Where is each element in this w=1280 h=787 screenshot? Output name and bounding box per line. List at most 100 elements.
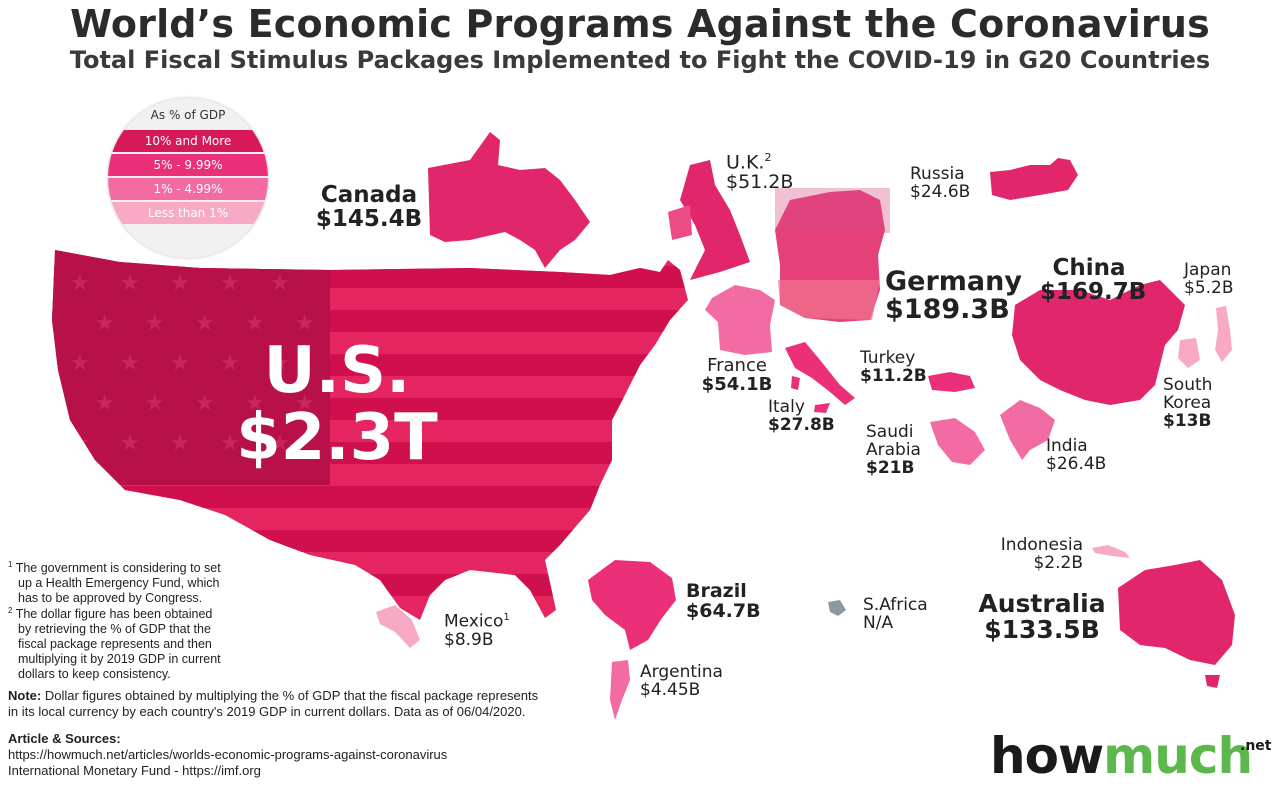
- us-name: U.S.: [263, 334, 411, 408]
- uk-value: $51.2B: [726, 171, 794, 194]
- italy-shape: [785, 342, 855, 405]
- sources: Article & Sources: https://howmuch.net/a…: [8, 731, 447, 779]
- sources-line-1[interactable]: https://howmuch.net/articles/worlds-econ…: [8, 747, 448, 762]
- safrica-name: S.Africa: [863, 595, 928, 615]
- canada-shape: [428, 132, 590, 268]
- indonesia-shape: [1092, 545, 1130, 558]
- footnote-1-line-3: has to be approved by Congress.: [18, 591, 203, 606]
- saudi-name2: Arabia: [866, 439, 921, 460]
- legend-item-10plus: 10% and More: [108, 130, 268, 152]
- label-india: India $26.4B: [1046, 436, 1107, 474]
- label-southkorea: South Korea $13B: [1163, 376, 1212, 431]
- label-germany: Germany $189.3B: [885, 266, 1022, 326]
- usa-shape: ★ ★ ★ ★ ★ ★ ★ ★ ★ ★ ★ ★ ★ ★ ★ ★ ★ ★ ★ ★ ★ ★ ★ ★ ★: [52, 250, 688, 620]
- southkorea-name2: Korea: [1163, 392, 1212, 413]
- mexico-value: $8.9B: [444, 629, 494, 650]
- southkorea-value: $13B: [1163, 410, 1212, 431]
- japan-shape: [1215, 306, 1232, 362]
- footnote-1: 1 The government is considering to set u…: [8, 557, 258, 606]
- label-indonesia: Indonesia $2.2B: [993, 536, 1083, 573]
- legend-item-5to10: 5% - 9.99%: [108, 154, 268, 176]
- australia-shape: [1118, 560, 1235, 665]
- svg-text:★: ★: [220, 270, 240, 295]
- turkey-shape: [928, 372, 975, 392]
- note: Note: Dollar figures obtained by multipl…: [8, 688, 538, 720]
- us-value: $2.3T: [236, 401, 438, 476]
- germany-name: Germany: [885, 266, 1022, 297]
- svg-text:★: ★: [170, 350, 190, 375]
- italy-value: $27.8B: [768, 414, 835, 435]
- australia-name: Australia: [978, 589, 1106, 618]
- india-shape: [1000, 400, 1055, 460]
- sardinia-shape: [791, 376, 800, 390]
- footnote-2-line-4: multiplying it by 2019 GDP in current: [18, 652, 221, 667]
- sources-label: Article & Sources:: [8, 731, 121, 746]
- logo-part-much: much: [1103, 727, 1253, 785]
- label-italy: Italy $27.8B: [768, 398, 835, 435]
- sources-line-2[interactable]: International Monetary Fund - https://im…: [8, 763, 261, 778]
- saudi-value: $21B: [866, 457, 915, 478]
- svg-text:★: ★: [295, 310, 315, 335]
- indonesia-value: $2.2B: [1033, 552, 1083, 573]
- label-canada: Canada $145.4B: [314, 183, 424, 231]
- ireland-shape: [668, 205, 692, 240]
- uk-name: U.K.: [726, 151, 765, 174]
- argentina-shape: [610, 660, 630, 720]
- australia-value: $133.5B: [984, 615, 1100, 645]
- label-russia: Russia $24.6B: [910, 165, 971, 202]
- svg-text:★: ★: [195, 310, 215, 335]
- label-france: France $54.1B: [701, 355, 773, 395]
- russia-value: $24.6B: [910, 181, 971, 202]
- label-argentina: Argentina $4.45B: [640, 662, 723, 700]
- tasmania-shape: [1205, 675, 1220, 688]
- france-value: $54.1B: [701, 373, 773, 395]
- legend-header: As % of GDP: [150, 108, 226, 122]
- label-australia: Australia $133.5B: [978, 589, 1106, 645]
- svg-text:★: ★: [70, 270, 90, 295]
- note-line-1: Dollar figures obtained by multiplying t…: [41, 688, 539, 703]
- label-mexico: Mexico1 $8.9B: [444, 612, 510, 650]
- svg-text:★: ★: [170, 430, 190, 455]
- legend: As % of GDP 10% and More 5% - 9.99% 1% -…: [108, 98, 268, 258]
- howmuch-logo[interactable]: howmuch: [990, 727, 1253, 785]
- svg-text:★: ★: [120, 350, 140, 375]
- southkorea-shape: [1178, 338, 1200, 368]
- france-shape: [705, 285, 775, 355]
- brazil-value: $64.7B: [686, 599, 761, 622]
- saudi-shape: [930, 418, 985, 465]
- page-title: World’s Economic Programs Against the Co…: [70, 2, 1210, 46]
- footnote-2-line-1: The dollar figure has been obtained: [15, 607, 213, 622]
- india-value: $26.4B: [1046, 453, 1107, 474]
- germany-value: $189.3B: [885, 294, 1010, 326]
- label-japan: Japan $5.2B: [1184, 261, 1234, 298]
- legend-item-1to5: 1% - 4.99%: [108, 178, 268, 200]
- brazil-name: Brazil: [686, 580, 747, 602]
- svg-text:★: ★: [195, 390, 215, 415]
- argentina-name: Argentina: [640, 662, 723, 682]
- svg-text:★: ★: [70, 350, 90, 375]
- china-name: China: [1052, 255, 1126, 281]
- label-us: U.S. $2.3T: [222, 334, 452, 476]
- footnote-2-line-5: dollars to keep consistency.: [18, 667, 171, 682]
- svg-text:★: ★: [295, 390, 315, 415]
- china-shape: [1012, 280, 1185, 405]
- svg-text:★: ★: [145, 390, 165, 415]
- svg-text:★: ★: [95, 390, 115, 415]
- footnote-2-line-3: fiscal package represents and then: [18, 637, 212, 652]
- svg-text:★: ★: [245, 390, 265, 415]
- india-name: India: [1046, 436, 1088, 456]
- footnote-2-line-2: by retrieving the % of GDP that the: [18, 622, 211, 637]
- label-brazil: Brazil $64.7B: [686, 580, 761, 622]
- canada-value: $145.4B: [315, 206, 423, 233]
- note-line-2: in its local currency by each country's …: [8, 704, 526, 719]
- label-safrica: S.Africa N/A: [863, 595, 928, 633]
- safrica-value: N/A: [863, 612, 894, 633]
- china-value: $169.7B: [1040, 279, 1147, 306]
- argentina-value: $4.45B: [640, 679, 701, 700]
- uk-shape: [680, 160, 750, 280]
- france-name: France: [707, 355, 767, 376]
- page-subtitle: Total Fiscal Stimulus Packages Implement…: [69, 46, 1211, 74]
- turkey-value: $11.2B: [860, 365, 927, 386]
- svg-text:★: ★: [245, 310, 265, 335]
